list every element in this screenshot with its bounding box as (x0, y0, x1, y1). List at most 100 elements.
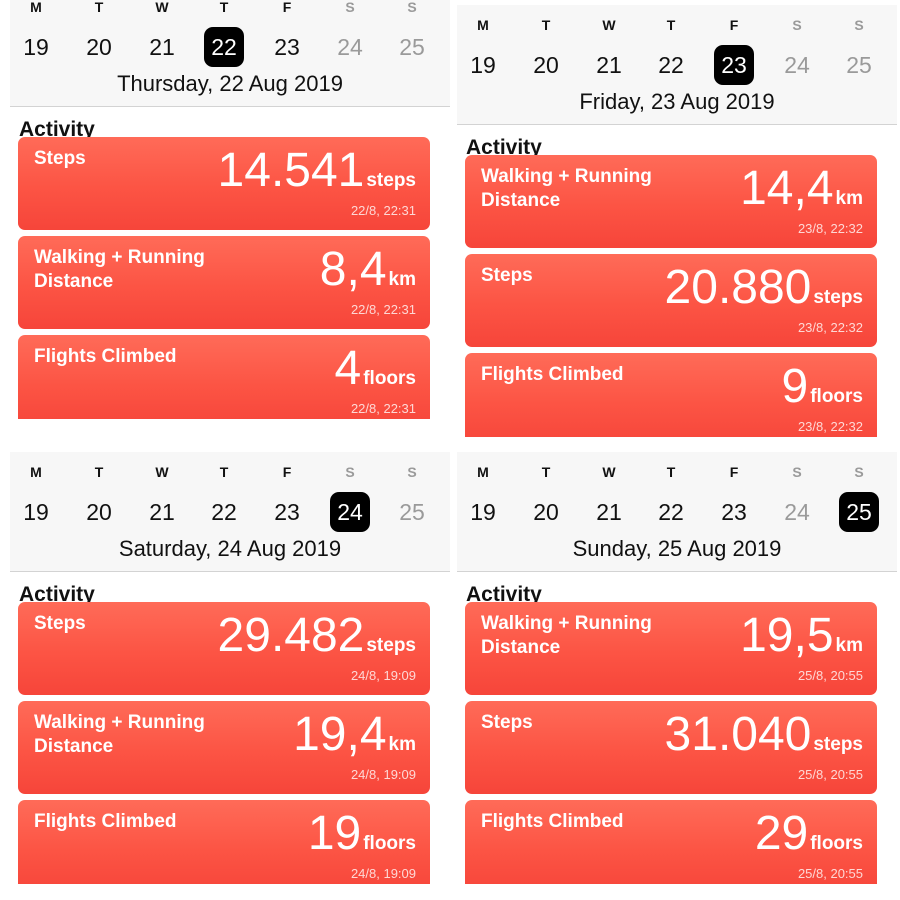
day-button[interactable]: 20 (533, 499, 559, 525)
card-value: 4 floors (335, 341, 416, 396)
activity-card[interactable]: Flights Climbed 19 floors 24/8, 19:09 (18, 800, 430, 884)
selected-date-label: Friday, 23 Aug 2019 (579, 89, 775, 114)
weekday-letter: F (729, 464, 739, 480)
day-button[interactable]: 25 (399, 34, 425, 60)
health-panel: M T W T F S S 19 20 21 22 23 24 25 Sunday, 25 Aug 2019… (457, 452, 897, 884)
value-unit: floors (810, 386, 863, 407)
day-button[interactable]: 25 (846, 52, 872, 78)
card-timestamp: 23/8, 22:32 (797, 419, 863, 434)
day-button[interactable]: 25 (399, 499, 425, 525)
activity-card[interactable]: Walking + Running Distance 8,4 km 22/8, 22:… (18, 236, 430, 329)
weekday-letter: T (219, 0, 229, 15)
card-timestamp: 23/8, 22:32 (797, 221, 863, 236)
card-timestamp: 22/8, 22:31 (350, 401, 416, 416)
day-button[interactable]: 19 (470, 52, 496, 78)
day-button[interactable]: 19 (23, 34, 49, 60)
card-title: Steps (34, 613, 86, 634)
day-button[interactable]: 20 (533, 52, 559, 78)
weekday-letter: S (345, 0, 355, 15)
weekday-letter: T (666, 17, 676, 33)
date-strip: 19 20 21 22 23 24 25 (457, 492, 897, 532)
selected-day[interactable]: 22 (211, 34, 237, 60)
value-number: 19 (307, 807, 362, 860)
weekday-letter: S (407, 464, 417, 480)
value-unit: km (835, 188, 863, 209)
day-button[interactable]: 19 (470, 499, 496, 525)
card-value: 29.482 steps (218, 608, 416, 663)
activity-card[interactable]: Flights Climbed 4 floors 22/8, 22:31 (18, 335, 430, 419)
activity-card[interactable]: Steps 29.482 steps 24/8, 19:09 (18, 602, 430, 695)
card-title: Flights Climbed (481, 364, 624, 385)
weekday-letter: S (792, 464, 802, 480)
card-timestamp: 24/8, 19:09 (350, 866, 416, 881)
selected-day[interactable]: 24 (337, 499, 363, 525)
card-title: Flights Climbed (34, 346, 177, 367)
activity-card[interactable]: Steps 14.541 steps 22/8, 22:31 (18, 137, 430, 230)
day-button[interactable]: 22 (658, 52, 684, 78)
day-button[interactable]: 24 (337, 34, 363, 60)
value-number: 29.482 (217, 609, 365, 662)
day-button[interactable]: 22 (658, 499, 684, 525)
card-title: Walking + Running Distance (481, 166, 652, 211)
activity-card[interactable]: Flights Climbed 9 floors 23/8, 22:32 (465, 353, 877, 437)
selected-day[interactable]: 23 (721, 52, 747, 78)
activity-card[interactable]: Walking + Running Distance 19,5 km 25/8, 20… (465, 602, 877, 695)
activity-card[interactable]: Steps 31.040 steps 25/8, 20:55 (465, 701, 877, 794)
weekday-letter: S (854, 17, 864, 33)
card-timestamp: 22/8, 22:31 (350, 302, 416, 317)
week-date-picker: M T W T F S S 19 20 21 22 23 24 25 Friday, 23 Aug 2019 (457, 5, 897, 125)
card-title: Steps (481, 712, 533, 733)
selected-date-label: Sunday, 25 Aug 2019 (572, 536, 782, 561)
weekday-letter: T (219, 464, 229, 480)
card-value: 19 floors (308, 806, 416, 861)
card-title: Walking + Running Distance (481, 613, 652, 658)
selected-date-label: Saturday, 24 Aug 2019 (118, 536, 342, 561)
day-button[interactable]: 23 (274, 34, 300, 60)
day-button[interactable]: 21 (149, 34, 175, 60)
activity-card[interactable]: Walking + Running Distance 19,4 km 24/8, 19… (18, 701, 430, 794)
value-unit: floors (363, 833, 416, 854)
date-strip: 19 20 21 22 23 24 25 (10, 492, 450, 532)
weekday-letter: S (854, 464, 864, 480)
card-value: 19,4 km (293, 707, 416, 762)
selected-day-highlight (839, 492, 879, 532)
activity-card[interactable]: Steps 20.880 steps 23/8, 22:32 (465, 254, 877, 347)
card-timestamp: 25/8, 20:55 (797, 866, 863, 881)
day-button[interactable]: 22 (211, 499, 237, 525)
weekday-letter: T (541, 17, 551, 33)
activity-card[interactable]: Walking + Running Distance 14,4 km 23/8, 22… (465, 155, 877, 248)
day-button[interactable]: 21 (596, 499, 622, 525)
card-title: Flights Climbed (34, 811, 177, 832)
day-button[interactable]: 23 (721, 499, 747, 525)
value-number: 8,4 (319, 243, 387, 296)
day-button[interactable]: 23 (274, 499, 300, 525)
value-number: 14,4 (740, 162, 834, 215)
activity-card[interactable]: Flights Climbed 29 floors 25/8, 20:55 (465, 800, 877, 884)
weekday-letter: W (155, 0, 169, 15)
day-button[interactable]: 20 (86, 499, 112, 525)
value-unit: km (388, 734, 416, 755)
section-title: Activity (466, 583, 542, 606)
week-date-picker: M T W T F S S 19 20 21 22 23 24 25 Sunday, 25 Aug 2019 (457, 452, 897, 572)
selected-day[interactable]: 25 (846, 499, 872, 525)
day-button[interactable]: 21 (596, 52, 622, 78)
day-button[interactable]: 19 (23, 499, 49, 525)
day-button[interactable]: 21 (149, 499, 175, 525)
weekday-letter: M (30, 464, 42, 480)
day-button[interactable]: 24 (784, 499, 810, 525)
card-timestamp: 24/8, 19:09 (350, 668, 416, 683)
day-button[interactable]: 20 (86, 34, 112, 60)
value-unit: steps (813, 287, 863, 308)
section-title: Activity (19, 583, 95, 606)
card-timestamp: 22/8, 22:31 (350, 203, 416, 218)
value-number: 19,5 (740, 609, 834, 662)
date-strip: 19 20 21 22 23 24 25 (10, 27, 450, 67)
weekday-letter: F (282, 464, 292, 480)
section-title: Activity (466, 136, 542, 159)
card-value: 31.040 steps (665, 707, 863, 762)
card-value: 20.880 steps (665, 260, 863, 315)
weekday-letter: M (30, 0, 42, 15)
card-timestamp: 25/8, 20:55 (797, 668, 863, 683)
day-button[interactable]: 24 (784, 52, 810, 78)
